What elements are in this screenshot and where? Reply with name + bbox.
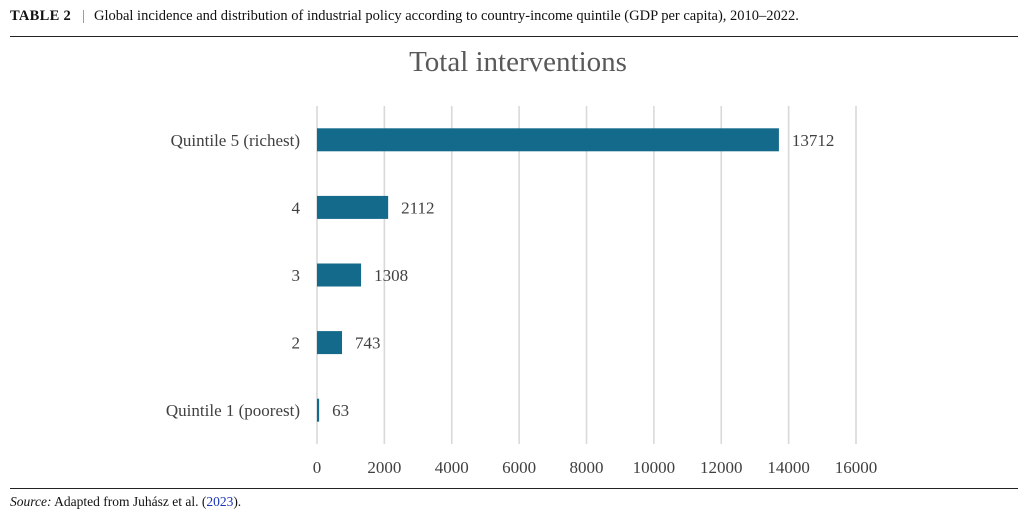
bar: [317, 398, 320, 422]
x-tick-label: 4000: [435, 458, 469, 477]
bar: [317, 128, 779, 152]
x-tick-label: 8000: [570, 458, 604, 477]
x-tick-label: 0: [313, 458, 322, 477]
x-tick-label: 10000: [633, 458, 676, 477]
caption-separator: |: [82, 8, 85, 24]
source-text: Adapted from Juhász et al. (: [51, 494, 207, 509]
x-tick-label: 2000: [367, 458, 401, 477]
bar-chart: Total interventions Quintile 5 (richest)…: [166, 46, 878, 477]
category-label: 2: [292, 334, 301, 353]
x-tick-label: 6000: [502, 458, 536, 477]
data-labels: 13712 2112 1308 743 63: [332, 131, 834, 420]
table-caption: TABLE 2 | Global incidence and distributio…: [10, 6, 1018, 26]
data-label: 63: [332, 401, 349, 420]
category-label: 4: [292, 198, 301, 217]
x-tick-labels: 0 2000 4000 6000 8000 10000 12000 14000 16000: [313, 458, 878, 477]
chart-title: Total interventions: [409, 46, 627, 78]
category-label: Quintile 1 (poorest): [166, 401, 300, 420]
caption-text: Global incidence and distribution of ind…: [93, 8, 799, 24]
data-label: 1308: [374, 266, 408, 285]
x-tick-label: 16000: [835, 458, 878, 477]
data-label: 2112: [401, 198, 434, 217]
bar: [317, 331, 343, 355]
table-label: TABLE 2: [10, 8, 72, 24]
category-label: 3: [292, 266, 301, 285]
x-tick-label: 12000: [700, 458, 743, 477]
bottom-rule: [10, 488, 1018, 489]
data-label: 13712: [792, 131, 835, 150]
category-labels: Quintile 5 (richest) 4 3 2 Quintile 1 (poore…: [166, 131, 301, 420]
source-note: Source: Adapted from Juhász et al. (2023…: [10, 493, 241, 511]
source-label: Source:: [10, 494, 52, 509]
bar: [317, 195, 389, 219]
data-label: 743: [355, 334, 381, 353]
category-label: Quintile 5 (richest): [171, 131, 300, 150]
top-rule: [10, 36, 1018, 37]
source-end: ).: [233, 494, 242, 509]
source-year-link[interactable]: 2023: [206, 494, 234, 509]
bars: [317, 128, 779, 422]
bar: [317, 263, 362, 287]
x-tick-label: 14000: [767, 458, 810, 477]
